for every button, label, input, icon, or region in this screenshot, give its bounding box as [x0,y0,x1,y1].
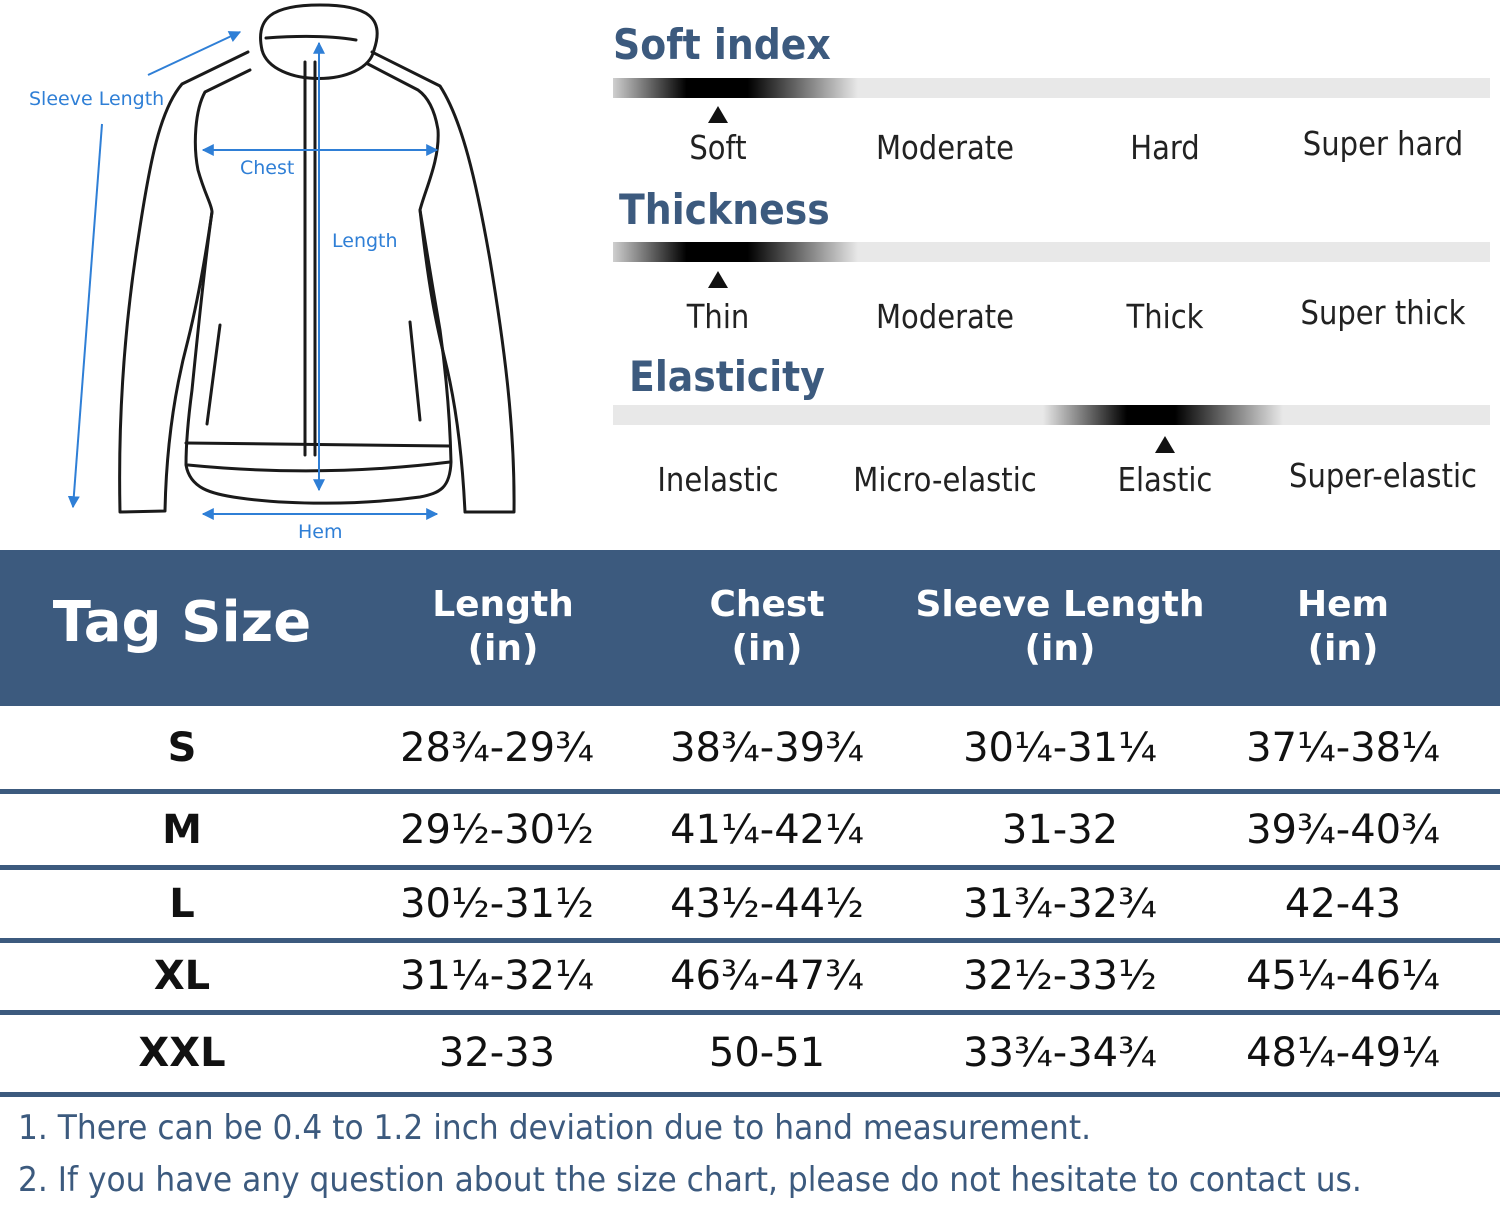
measurement-cell: 29½-30½ [400,806,594,853]
jacket-measurement-diagram: Sleeve Length Chest Length Hem [29,3,516,543]
table-row: M 29½-30½ 41¼-42¼ 31-32 39¾-40¾ [0,794,1500,865]
chest-label: Chest [240,157,294,179]
column-header-sleeve-length: Sleeve Length (in) [915,584,1205,669]
measurement-cell: 45¼-46¼ [1246,953,1440,999]
sleeve-length-label: Sleeve Length [29,88,164,110]
jacket-outline [118,3,516,514]
row-divider [0,789,1500,794]
measurement-cell: 30¼-31¼ [963,724,1157,771]
table-row: L 30½-31½ 43½-44½ 31¾-32¾ 42-43 [0,870,1500,938]
sleeve-arrow-top [147,31,242,76]
measurement-cell: 37¼-38¼ [1246,724,1440,771]
hem-label: Hem [298,521,343,543]
row-divider [0,1010,1500,1015]
measurement-cell: 31¼-32¼ [400,953,594,999]
scale-title: Elasticity [629,352,825,401]
measurement-cell: 42-43 [1284,881,1402,927]
scale-level: Super thick [1300,293,1466,332]
scale-level: Thick [1126,297,1204,336]
size-cell: XXL [138,1030,226,1076]
scale-level: Soft [689,128,747,167]
selected-indicator-icon [1155,436,1175,453]
tag-size-header: Tag Size [52,590,312,655]
column-header-length: Length (in) [432,584,574,669]
size-cell: S [167,724,197,771]
scale-level: Thin [686,297,750,336]
length-label: Length [332,230,398,252]
measurement-cell: 50-51 [708,1030,826,1076]
size-table-header: Tag Size Length (in) Chest (in) Sleeve Len… [0,550,1500,706]
sleeve-arrow-side [67,123,103,509]
row-divider [0,938,1500,943]
scale-level: Hard [1130,128,1200,167]
row-divider [0,865,1500,870]
note-1: 1. There can be 0.4 to 1.2 inch deviatio… [18,1108,1092,1148]
measurement-cell: 46¾-47¾ [670,953,864,999]
measurement-cell: 31¾-32¾ [963,881,1157,927]
measurement-cell: 30½-31½ [400,881,594,927]
size-cell: L [169,881,195,927]
scale-title: Soft index [613,20,831,69]
table-row: XXL 32-33 50-51 33¾-34¾ 48¼-49¼ [0,1014,1500,1092]
note-2: 2. If you have any question about the si… [18,1160,1362,1200]
scale-level: Moderate [875,128,1015,167]
measurement-cell: 43½-44½ [670,881,864,927]
measurement-cell: 41¼-42¼ [670,806,864,853]
size-cell: M [162,806,202,853]
measurement-cell: 32-33 [438,1030,556,1076]
column-header-hem: Hem (in) [1296,584,1390,669]
scale-level: Super-elastic [1289,456,1477,495]
measurement-cell: 33¾-34¾ [963,1030,1157,1076]
scale-level: Moderate [875,297,1015,336]
measurement-cell: 38¾-39¾ [670,724,864,771]
scale-level: Elastic [1117,460,1213,499]
measurement-arrows [67,31,439,520]
size-cell: XL [153,953,211,999]
scale-title: Thickness [619,185,830,234]
selected-indicator-icon [708,271,728,288]
scale-bar [613,78,1490,98]
scale-bar [613,242,1490,262]
measurement-cell: 48¼-49¼ [1246,1030,1440,1076]
scale-level: Super hard [1302,124,1464,163]
row-divider [0,1092,1500,1097]
scale-bar [613,405,1490,425]
table-row: XL 31¼-32¼ 46¾-47¾ 32½-33½ 45¼-46¼ [0,942,1500,1010]
measurement-cell: 28¾-29¾ [400,724,594,771]
column-header-chest: Chest (in) [709,584,825,669]
measurement-cell: 31-32 [1001,806,1119,853]
measurement-cell: 32½-33½ [963,953,1157,999]
scale-level: Micro-elastic [853,460,1037,499]
selected-indicator-icon [708,106,728,123]
measurement-cell: 39¾-40¾ [1246,806,1440,853]
scale-level: Inelastic [657,460,779,499]
table-row: S 28¾-29¾ 38¾-39¾ 30¼-31¼ 37¼-38¼ [0,706,1500,789]
